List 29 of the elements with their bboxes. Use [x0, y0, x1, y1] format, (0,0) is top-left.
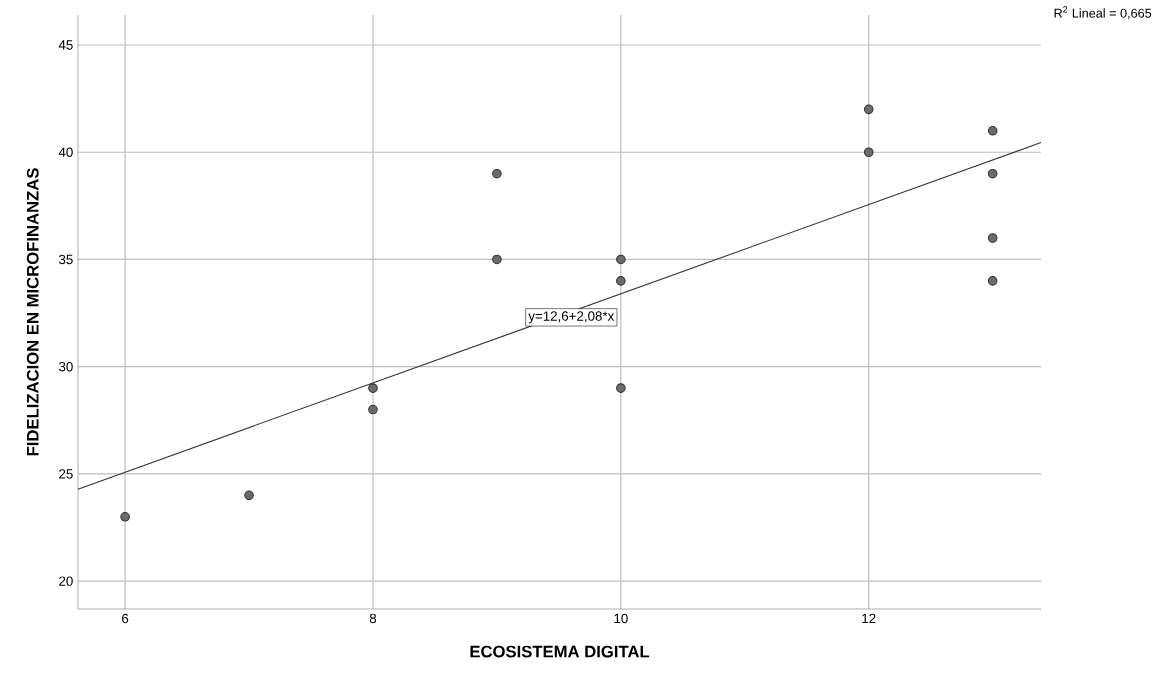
- point: [492, 168, 502, 179]
- y-tick-label: 20: [59, 576, 73, 586]
- x-tick-label: 12: [862, 613, 876, 624]
- point: [368, 404, 378, 415]
- point: [616, 254, 626, 265]
- y-tick-label: 25: [59, 469, 73, 479]
- point: [987, 168, 998, 179]
- point: [368, 383, 378, 393]
- annotation: y=12,6+2,08*x: [528, 311, 615, 324]
- point: [987, 276, 998, 286]
- y-axis-title: FIDELIZACION EN MICROFINANZAS: [26, 168, 39, 456]
- x-tick-label: 8: [369, 613, 377, 624]
- point: [863, 104, 874, 115]
- x-tick-label: 6: [122, 613, 129, 624]
- point: [616, 276, 626, 286]
- x-axis-title: ECOSISTEMA DIGITAL: [470, 645, 650, 658]
- y-tick-label: 40: [58, 147, 73, 157]
- x-tick-label: 10: [614, 613, 628, 624]
- point: [863, 147, 874, 158]
- point: [244, 490, 254, 501]
- point: [492, 254, 502, 265]
- y-tick-label: 30: [58, 361, 73, 372]
- point: [987, 125, 998, 136]
- text: R$^{2}$ Lineal = 0,665: [1054, 6, 1152, 20]
- point: [616, 383, 626, 393]
- point: [120, 511, 130, 522]
- y-tick-label: 35: [58, 254, 73, 265]
- point: [987, 233, 998, 243]
- y-tick-label: 45: [58, 40, 73, 50]
